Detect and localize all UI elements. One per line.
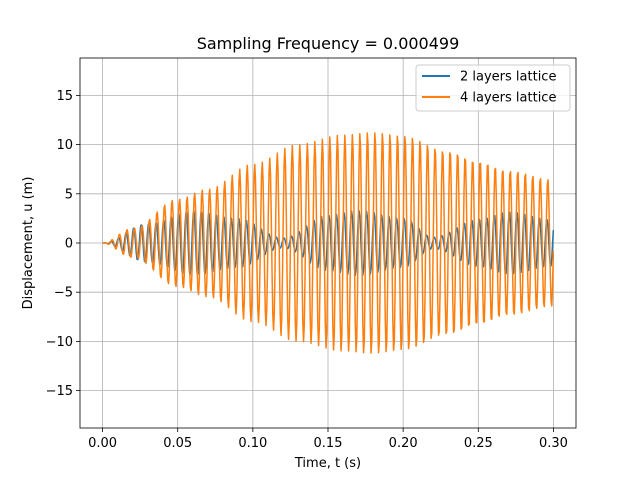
series-layer <box>102 132 555 354</box>
legend-label-series-2: 4 layers lattice <box>460 91 556 106</box>
series-line-2 <box>102 132 555 354</box>
y-axis-label: Displacement, u (m) <box>21 177 36 310</box>
y-tick-label: −5 <box>54 286 73 301</box>
x-ticks: 0.00 0.05 0.10 0.15 0.20 0.25 0.30 <box>88 428 568 451</box>
x-tick-label: 0.00 <box>88 436 117 451</box>
x-tick-label: 0.20 <box>389 436 418 451</box>
x-axis-label: Time, t (s) <box>294 456 361 471</box>
legend-box <box>415 64 571 112</box>
plot-area <box>102 132 555 354</box>
x-tick-label: 0.30 <box>539 436 568 451</box>
x-tick-label: 0.25 <box>464 436 493 451</box>
x-tick-label: 0.05 <box>163 436 192 451</box>
x-tick-label: 0.15 <box>314 436 343 451</box>
y-tick-label: 10 <box>56 138 73 153</box>
chart-title: Sampling Frequency = 0.000499 <box>197 34 460 53</box>
y-tick-label: 0 <box>65 237 73 252</box>
legend-label-series-1: 2 layers lattice <box>460 70 556 85</box>
y-tick-label: −10 <box>46 335 73 350</box>
y-tick-label: 5 <box>65 187 73 202</box>
y-ticks: −15 −10 −5 0 5 10 15 <box>46 89 80 399</box>
y-tick-label: 15 <box>56 89 73 104</box>
x-tick-label: 0.10 <box>238 436 267 451</box>
legend: 2 layers lattice 4 layers lattice <box>415 64 571 112</box>
y-tick-label: −15 <box>46 384 73 399</box>
